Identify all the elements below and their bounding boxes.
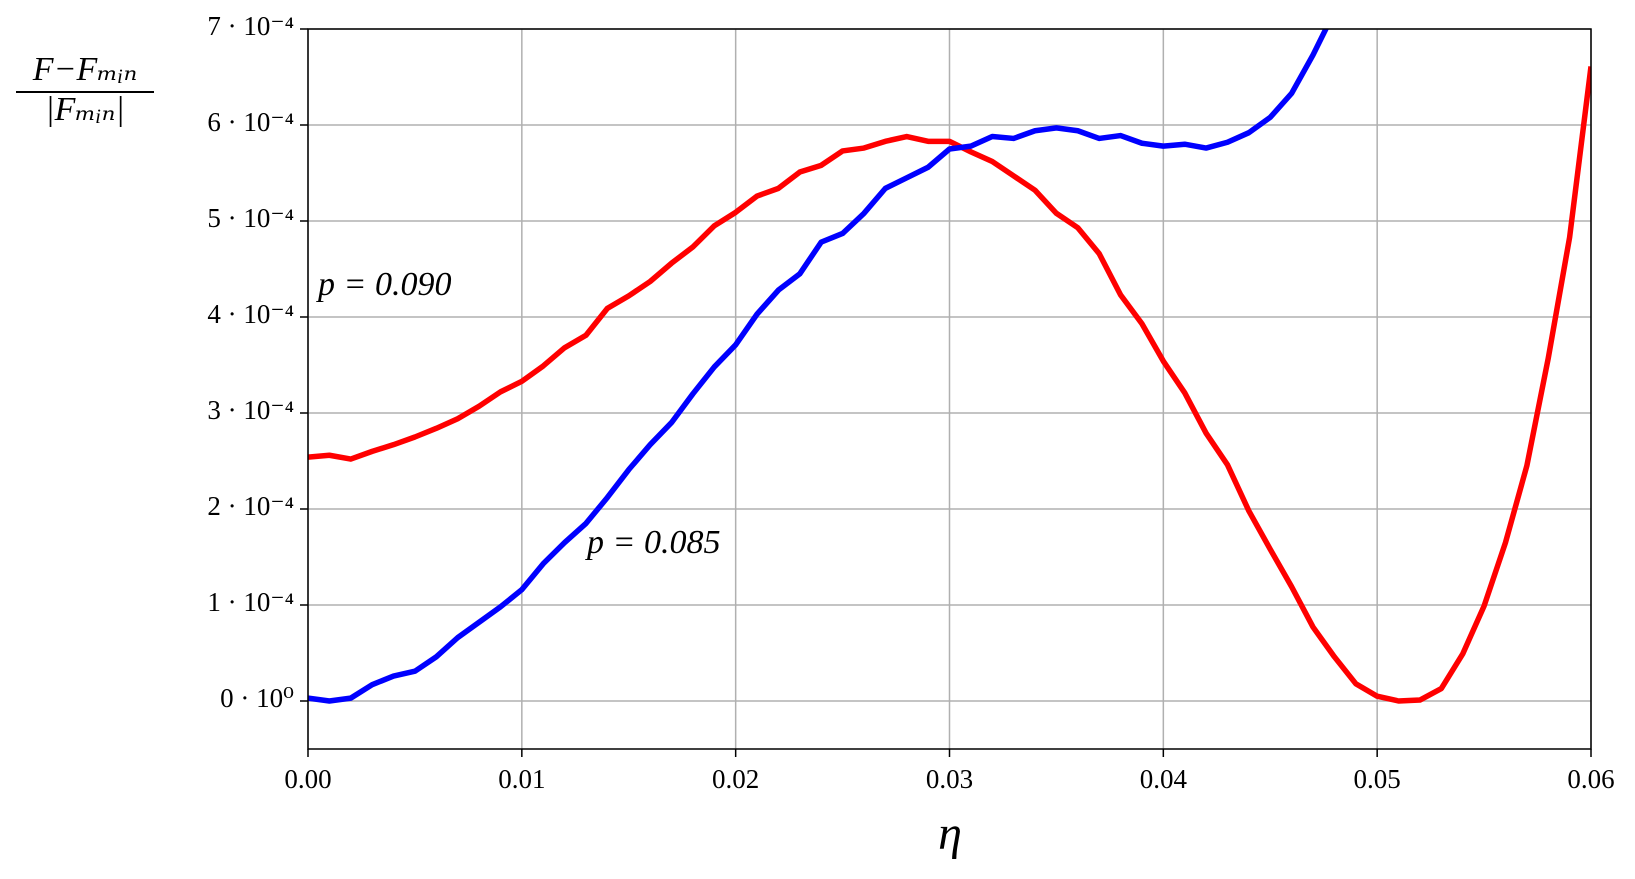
series-label: p = 0.090 (316, 266, 451, 303)
y-tick-label: 0 · 10⁰ (220, 683, 294, 713)
y-tick-label: 4 · 10⁻⁴ (207, 299, 294, 329)
x-label: η (938, 807, 962, 860)
y-tick-label: 5 · 10⁻⁴ (207, 203, 294, 233)
data-line (308, 66, 1591, 704)
x-tick-label: 0.04 (1140, 764, 1188, 794)
y-label-numerator: F−Fₘᵢₙ (32, 51, 138, 88)
y-tick-label: 6 · 10⁻⁴ (207, 107, 294, 137)
x-tick-label: 0.01 (498, 764, 545, 794)
y-tick-label: 7 · 10⁻⁴ (207, 11, 294, 41)
x-tick-label: 0.00 (284, 764, 331, 794)
x-tick-label: 0.06 (1567, 764, 1614, 794)
y-tick-label: 2 · 10⁻⁴ (207, 491, 294, 521)
x-tick-label: 0.03 (926, 764, 973, 794)
y-tick-label: 3 · 10⁻⁴ (207, 395, 294, 425)
series-label: p = 0.085 (585, 524, 720, 561)
data-line (308, 29, 1329, 704)
x-tick-label: 0.05 (1354, 764, 1401, 794)
y-tick-label: 1 · 10⁻⁴ (207, 587, 294, 617)
x-tick-label: 0.02 (712, 764, 759, 794)
plot-frame (307, 28, 1592, 750)
y-label-denominator: |Fₘᵢₙ| (45, 91, 124, 128)
